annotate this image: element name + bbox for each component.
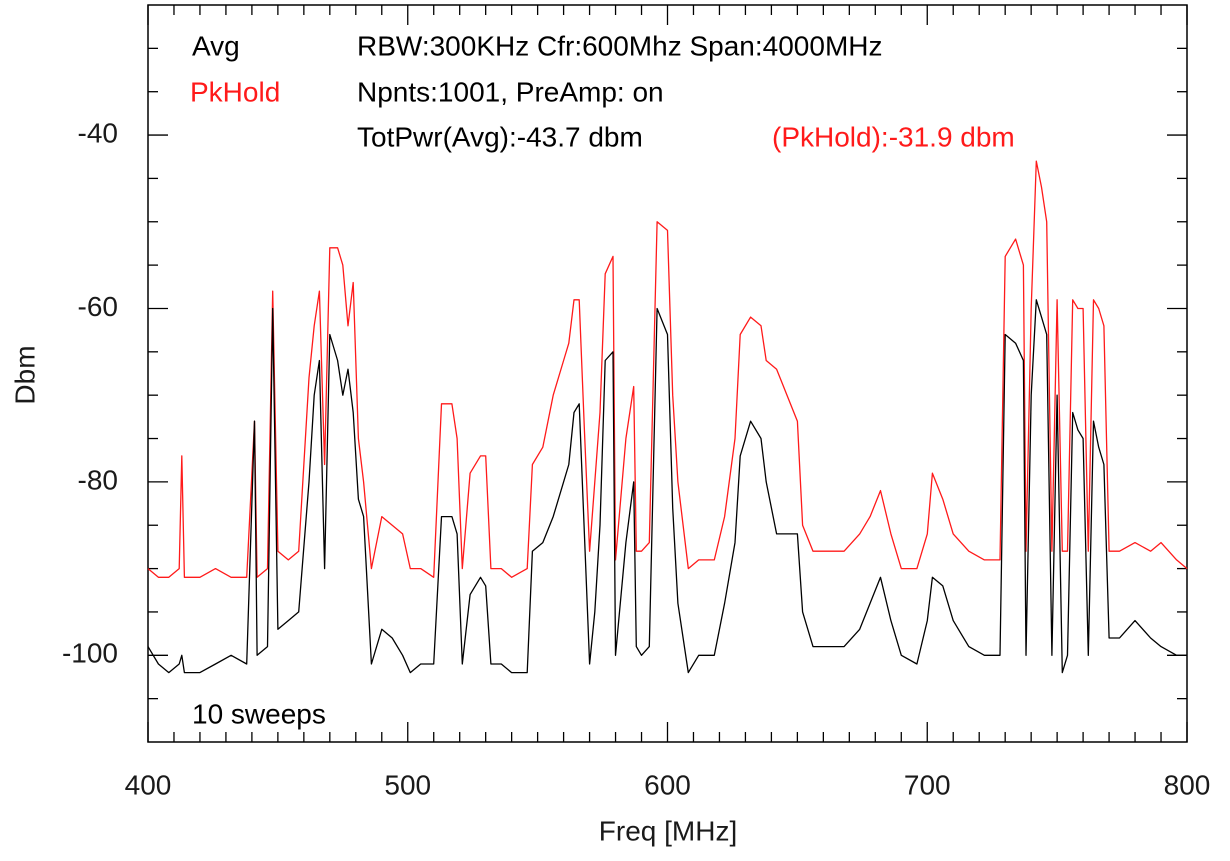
plot-frame: [147, 4, 1188, 743]
annotation: RBW:300KHz Cfr:600Mhz Span:4000MHz: [357, 30, 883, 61]
y-tick-label: -100: [62, 638, 118, 669]
annotation: TotPwr(Avg):-43.7 dbm: [357, 121, 643, 152]
x-axis-label: Freq [MHz]: [599, 815, 737, 846]
series-line: [147, 299, 1187, 674]
y-tick-label: -80: [78, 464, 118, 495]
x-tick-label: 800: [1164, 769, 1211, 800]
y-axis-label: Dbm: [9, 345, 40, 404]
x-tick-label: 500: [384, 769, 431, 800]
y-tick-label: -40: [78, 117, 118, 148]
annotation: 10 sweeps: [192, 698, 326, 729]
x-tick-label: 700: [904, 769, 951, 800]
x-tick-label: 600: [644, 769, 691, 800]
legend-label: Avg: [192, 30, 240, 61]
annotation: (PkHold):-31.9 dbm: [772, 121, 1015, 152]
y-tick-label: -60: [78, 291, 118, 322]
x-tick-label: 400: [125, 769, 172, 800]
annotation: Npnts:1001, PreAmp: on: [357, 76, 664, 107]
series-line: [147, 160, 1188, 578]
legend-label: PkHold: [190, 76, 280, 107]
